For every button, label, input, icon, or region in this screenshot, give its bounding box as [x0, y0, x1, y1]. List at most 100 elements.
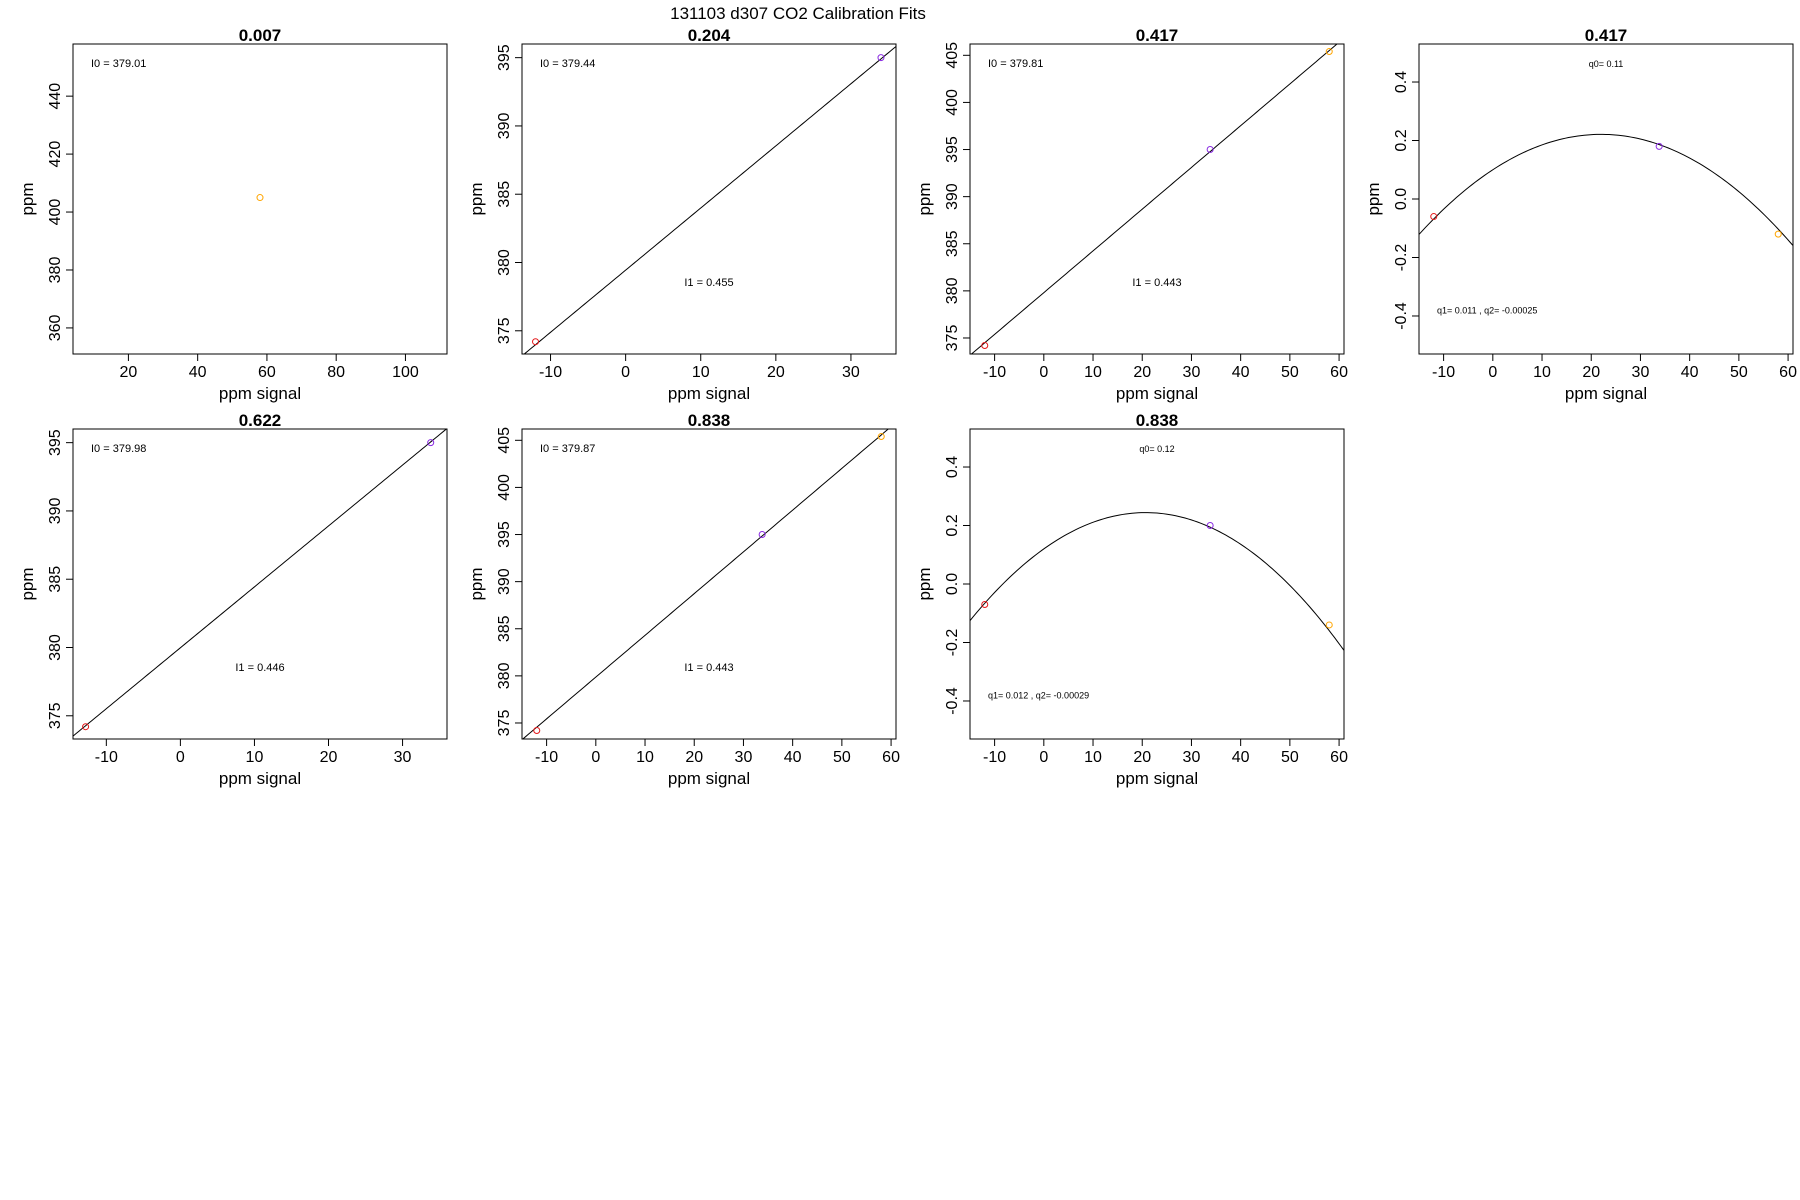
- figure-title: 131103 d307 CO2 Calibration Fits: [670, 4, 926, 23]
- y-tick-label: 390: [496, 112, 513, 139]
- x-tick-label: 100: [392, 364, 419, 381]
- fit-annotation: I0 = 379.87: [540, 443, 595, 455]
- y-tick-label: 375: [496, 317, 513, 344]
- data-point-red: [1430, 213, 1438, 221]
- y-tick-label: 380: [47, 634, 64, 661]
- chart-title: 0.417: [1136, 26, 1179, 45]
- data-point-orange: [1325, 621, 1333, 629]
- x-tick-label: 30: [1632, 364, 1650, 381]
- y-tick-label: 375: [47, 702, 64, 729]
- chart-title: 0.417: [1585, 26, 1628, 45]
- y-tick-label: 0.2: [1393, 129, 1410, 151]
- x-tick-label: -10: [535, 749, 558, 766]
- fit-annotation: q0= 0.11: [1589, 59, 1624, 69]
- x-tick-label: 20: [1582, 364, 1600, 381]
- data-point-purple: [758, 531, 766, 539]
- y-tick-label: 395: [944, 136, 961, 163]
- data-point-orange: [1325, 48, 1333, 56]
- fit-annotation: I1 = 0.446: [235, 662, 284, 674]
- x-tick-label: 20: [685, 749, 703, 766]
- chart-title: 0.838: [1136, 411, 1179, 430]
- linear-fit-line: [523, 46, 896, 354]
- x-tick-label: 30: [1183, 364, 1201, 381]
- fit-annotation: I0 = 379.44: [540, 58, 595, 70]
- x-axis-label: ppm signal: [668, 769, 750, 788]
- fit-annotation: I1 = 0.443: [684, 662, 733, 674]
- x-tick-label: 40: [189, 364, 207, 381]
- chart-title: 0.007: [239, 26, 282, 45]
- y-axis-label: ppm: [467, 182, 486, 215]
- x-axis-label: ppm signal: [1116, 769, 1198, 788]
- y-tick-label: 380: [47, 257, 64, 284]
- y-tick-label: 375: [496, 710, 513, 737]
- y-tick-label: 390: [47, 497, 64, 524]
- y-tick-label: 390: [496, 568, 513, 595]
- plot-frame: [969, 43, 1345, 355]
- x-tick-label: 30: [735, 749, 753, 766]
- fit-annotation: I0 = 379.98: [91, 443, 146, 455]
- fit-annotation: I0 = 379.81: [988, 58, 1043, 70]
- chart-title: 0.204: [688, 26, 731, 45]
- data-point-purple: [1206, 522, 1214, 530]
- y-axis-label: ppm: [467, 567, 486, 600]
- x-tick-label: 30: [394, 749, 412, 766]
- y-tick-label: 395: [47, 429, 64, 456]
- chart-panel-3: 0.417 -10 0 10 20 30 40 50 60 375 380 385 390 395 400 4…: [915, 26, 1348, 403]
- plot-frame: [72, 43, 448, 355]
- x-tick-label: -10: [95, 749, 118, 766]
- x-tick-label: 80: [327, 364, 345, 381]
- x-tick-label: 20: [767, 364, 785, 381]
- y-axis-label: ppm: [18, 182, 37, 215]
- y-tick-label: 405: [944, 42, 961, 69]
- x-tick-label: 0: [591, 749, 600, 766]
- x-tick-label: 60: [258, 364, 276, 381]
- y-tick-label: 0.2: [944, 514, 961, 536]
- data-point-orange: [1774, 230, 1782, 238]
- plot-area: [73, 429, 447, 737]
- y-tick-label: 385: [496, 181, 513, 208]
- fit-annotation: q1= 0.012 , q2= -0.00029: [988, 691, 1089, 701]
- fit-annotation: I0 = 379.01: [91, 58, 146, 70]
- x-tick-label: -10: [1432, 364, 1455, 381]
- data-point-purple: [877, 54, 885, 62]
- chart-panel-2: 0.204 -10 0 10 20 30 375 380 385 390 395 ppm signal…: [467, 26, 897, 403]
- x-tick-label: 50: [1281, 749, 1299, 766]
- data-point-red: [981, 600, 989, 608]
- x-tick-label: 0: [176, 749, 185, 766]
- fit-annotation: q0= 0.12: [1139, 444, 1174, 454]
- chart-panel-5: 0.622 -10 0 10 20 30 375 380 385 390 395 ppm signal…: [18, 411, 448, 788]
- y-tick-label: 0.0: [944, 573, 961, 595]
- quadratic-fit-curve: [1419, 133, 1793, 246]
- y-tick-label: 400: [944, 89, 961, 116]
- y-tick-label: 400: [496, 474, 513, 501]
- y-tick-label: 395: [496, 521, 513, 548]
- data-point-red: [532, 338, 540, 346]
- plot-area: [523, 46, 896, 354]
- x-tick-label: 60: [882, 749, 900, 766]
- y-tick-label: 395: [496, 44, 513, 71]
- chart-title: 0.838: [688, 411, 731, 430]
- plot-frame: [521, 43, 897, 355]
- plot-area: [970, 512, 1344, 651]
- y-axis-label: ppm: [1364, 182, 1383, 215]
- y-tick-label: 400: [47, 199, 64, 226]
- plot-area: [970, 44, 1338, 354]
- y-tick-label: 0.0: [1393, 188, 1410, 210]
- x-tick-label: 20: [1133, 364, 1151, 381]
- linear-fit-line: [970, 44, 1338, 354]
- data-point-orange: [877, 433, 885, 441]
- y-tick-label: 385: [47, 566, 64, 593]
- x-tick-label: 0: [1488, 364, 1497, 381]
- chart-title: 0.622: [239, 411, 282, 430]
- x-tick-label: 50: [833, 749, 851, 766]
- x-tick-label: -10: [983, 749, 1006, 766]
- plot-frame: [72, 428, 448, 740]
- x-axis-label: ppm signal: [1116, 384, 1198, 403]
- y-tick-label: 375: [944, 325, 961, 352]
- x-tick-label: 30: [842, 364, 860, 381]
- x-tick-label: 40: [1232, 364, 1250, 381]
- y-tick-label: 405: [496, 427, 513, 454]
- x-tick-label: 10: [1084, 749, 1102, 766]
- x-tick-label: 10: [1533, 364, 1551, 381]
- fit-annotation: I1 = 0.443: [1132, 277, 1181, 289]
